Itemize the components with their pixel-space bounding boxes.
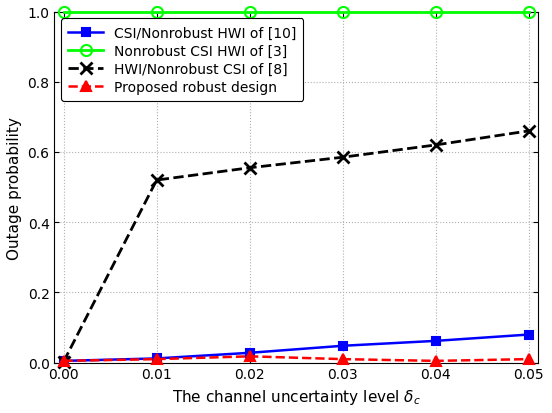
CSI/Nonrobust HWI of [10]: [432, 339, 439, 344]
CSI/Nonrobust HWI of [10]: [153, 356, 160, 361]
Nonrobust CSI HWI of [3]: [432, 10, 439, 15]
Proposed robust design: [153, 357, 160, 362]
X-axis label: The channel uncertainty level $\delta_c$: The channel uncertainty level $\delta_c$: [172, 387, 421, 406]
HWI/Nonrobust CSI of [8]: [60, 359, 67, 364]
CSI/Nonrobust HWI of [10]: [526, 332, 532, 337]
Nonrobust CSI HWI of [3]: [246, 10, 253, 15]
HWI/Nonrobust CSI of [8]: [246, 166, 253, 171]
CSI/Nonrobust HWI of [10]: [60, 358, 67, 363]
Line: Nonrobust CSI HWI of [3]: Nonrobust CSI HWI of [3]: [58, 7, 534, 18]
Nonrobust CSI HWI of [3]: [153, 10, 160, 15]
Line: CSI/Nonrobust HWI of [10]: CSI/Nonrobust HWI of [10]: [60, 330, 533, 365]
Line: Proposed robust design: Proposed robust design: [59, 351, 534, 366]
Proposed robust design: [432, 358, 439, 363]
Nonrobust CSI HWI of [3]: [339, 10, 346, 15]
CSI/Nonrobust HWI of [10]: [246, 351, 253, 356]
HWI/Nonrobust CSI of [8]: [526, 129, 532, 134]
Y-axis label: Outage probability: Outage probability: [7, 116, 22, 259]
Proposed robust design: [526, 357, 532, 362]
Legend: CSI/Nonrobust HWI of [10], Nonrobust CSI HWI of [3], HWI/Nonrobust CSI of [8], P: CSI/Nonrobust HWI of [10], Nonrobust CSI…: [61, 19, 304, 102]
Proposed robust design: [246, 354, 253, 359]
Nonrobust CSI HWI of [3]: [60, 10, 67, 15]
CSI/Nonrobust HWI of [10]: [339, 344, 346, 349]
Proposed robust design: [60, 358, 67, 363]
Line: HWI/Nonrobust CSI of [8]: HWI/Nonrobust CSI of [8]: [58, 126, 534, 367]
HWI/Nonrobust CSI of [8]: [432, 143, 439, 148]
HWI/Nonrobust CSI of [8]: [153, 178, 160, 183]
Nonrobust CSI HWI of [3]: [526, 10, 532, 15]
Proposed robust design: [339, 357, 346, 362]
HWI/Nonrobust CSI of [8]: [339, 155, 346, 160]
